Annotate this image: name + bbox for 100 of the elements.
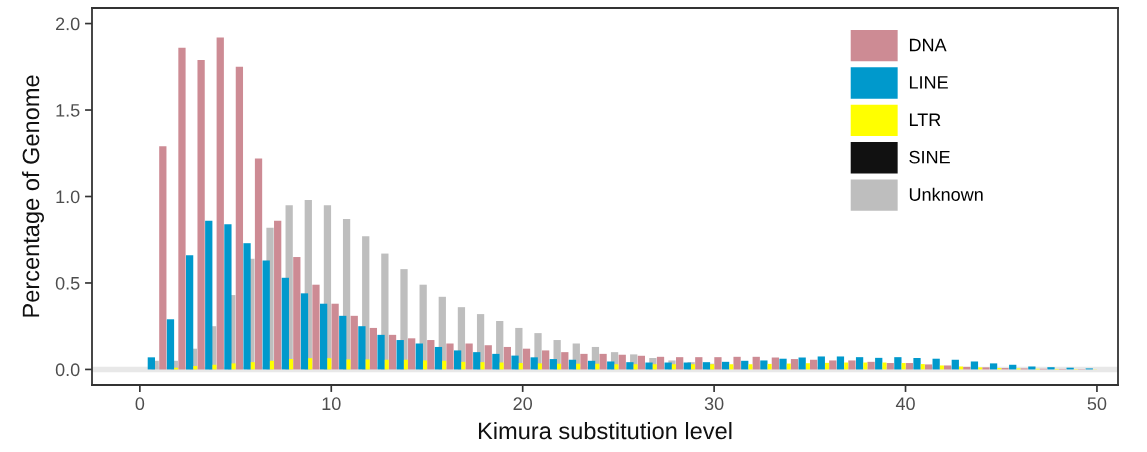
bar — [645, 362, 653, 370]
bar — [473, 352, 481, 370]
bar — [530, 357, 538, 370]
x-tick-label: 40 — [895, 397, 915, 411]
bar — [652, 364, 657, 370]
bar — [503, 346, 512, 370]
bar — [224, 224, 232, 370]
bar — [492, 353, 500, 370]
bar — [676, 357, 684, 370]
legend-label: DNA — [909, 38, 947, 52]
bar — [415, 343, 423, 370]
bar — [951, 359, 959, 370]
bar — [614, 364, 619, 370]
bar — [212, 364, 217, 370]
bar — [453, 350, 462, 370]
legend-label: LINE — [909, 76, 948, 89]
y-tick-label: 2.0 — [56, 17, 80, 31]
bar — [434, 346, 443, 370]
bar — [350, 315, 358, 370]
y-tick-label: 0.0 — [55, 363, 80, 377]
bar — [308, 358, 313, 370]
x-tick-label: 10 — [322, 397, 341, 411]
bar — [848, 360, 856, 370]
bar — [339, 315, 347, 370]
bar — [231, 363, 236, 370]
bar — [767, 363, 772, 370]
bar — [561, 352, 569, 370]
bar — [580, 353, 588, 370]
bar — [656, 356, 665, 370]
bar — [733, 356, 741, 370]
bar — [365, 359, 370, 370]
bar — [959, 366, 964, 370]
bar — [867, 361, 875, 370]
bar — [484, 345, 492, 370]
bar — [396, 340, 404, 370]
bar — [403, 359, 408, 370]
bar — [944, 365, 952, 370]
bar — [384, 359, 389, 370]
bar — [932, 358, 940, 370]
bar — [300, 293, 309, 370]
bar — [805, 363, 810, 370]
x-tick-label: 30 — [704, 397, 724, 411]
bar — [875, 357, 883, 370]
bar — [216, 37, 224, 370]
bar — [710, 364, 715, 370]
legend-label: LTR — [909, 113, 941, 126]
bar — [549, 359, 557, 370]
bar — [920, 364, 925, 370]
bar — [637, 355, 646, 370]
bar — [147, 357, 155, 370]
bar — [289, 359, 294, 370]
bar — [855, 357, 864, 370]
bar — [1047, 367, 1055, 370]
bar — [729, 364, 734, 370]
bar — [695, 357, 703, 370]
bar — [166, 319, 175, 370]
bar — [185, 255, 194, 370]
bar — [810, 359, 818, 370]
y-tick-label: 1.5 — [56, 104, 80, 117]
bar — [511, 355, 519, 370]
bar — [913, 358, 921, 370]
bar — [537, 363, 542, 370]
bar — [159, 146, 167, 370]
bar — [714, 357, 722, 370]
bar — [671, 364, 676, 370]
y-tick-label: 0.5 — [55, 276, 80, 290]
bar — [319, 303, 328, 370]
bar — [331, 303, 339, 370]
bar — [626, 362, 634, 370]
bar — [633, 364, 638, 370]
bar — [293, 257, 301, 370]
y-axis-title: Percentage of Genome — [22, 75, 44, 317]
bar — [274, 220, 282, 370]
bar — [752, 356, 760, 370]
bar — [702, 362, 711, 370]
bar — [817, 356, 825, 370]
bar — [327, 358, 332, 370]
bar — [281, 277, 289, 370]
bar — [901, 363, 906, 370]
bar — [691, 364, 696, 370]
bar — [607, 361, 615, 370]
bar — [243, 243, 251, 370]
bar — [518, 363, 523, 370]
bar — [982, 367, 990, 370]
bar — [358, 326, 366, 370]
bar — [423, 360, 428, 370]
bar — [599, 353, 607, 370]
bar — [522, 348, 531, 370]
bar — [618, 354, 626, 370]
bar — [377, 334, 385, 370]
bar — [461, 361, 466, 370]
bar — [178, 47, 186, 370]
bar — [924, 364, 933, 370]
bar — [568, 359, 577, 370]
bar — [254, 158, 263, 370]
x-tick-label: 20 — [513, 397, 533, 411]
legend-label: Unknown — [909, 187, 983, 201]
bar — [978, 367, 983, 370]
bar — [197, 59, 205, 370]
bar — [446, 343, 454, 370]
